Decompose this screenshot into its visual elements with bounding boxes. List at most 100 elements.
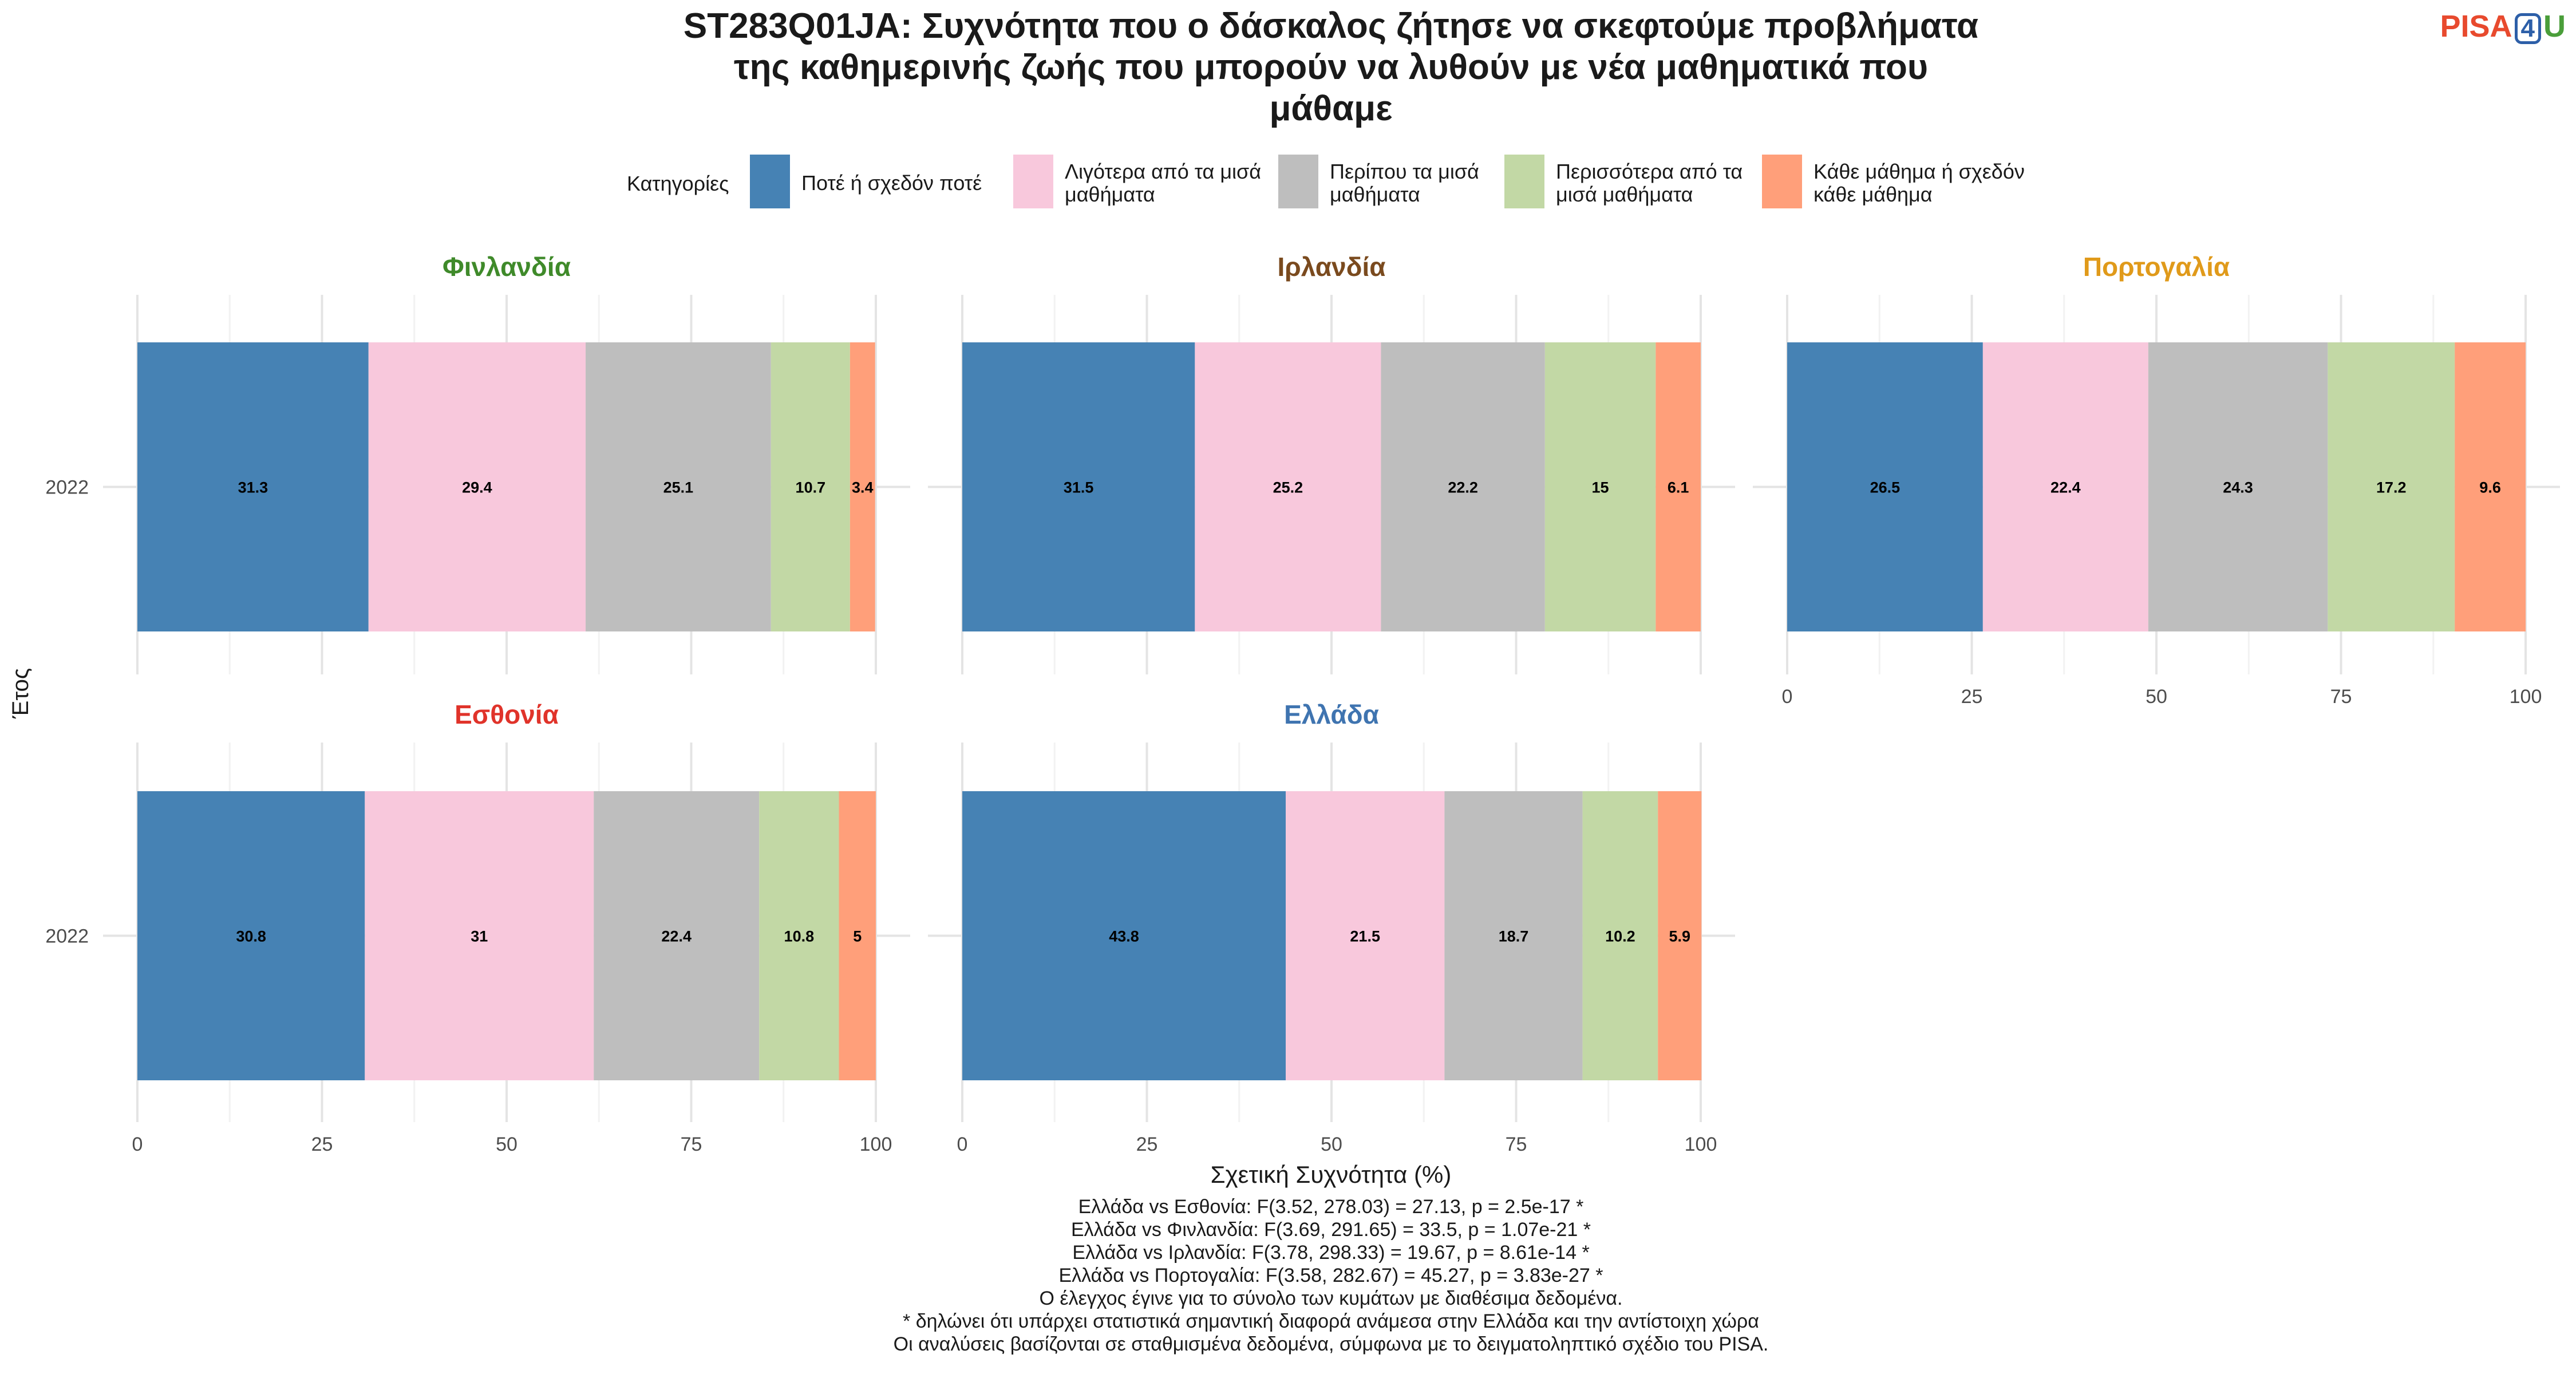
facet-5-x-tick-label-1: 0 <box>957 1134 968 1155</box>
legend-title: Κατηγορίες <box>627 172 729 195</box>
facet-1-data-label-1: 31.3 <box>238 479 268 496</box>
facet-5-data-label-1: 43.8 <box>1109 928 1139 945</box>
footnote-line-5: Ο έλεγχος έγινε για το σύνολο των κυμάτω… <box>1039 1288 1623 1309</box>
facet-5-x-tick-label-5: 100 <box>1685 1134 1717 1155</box>
facet-5-bar-segment-3 <box>1444 791 1583 1080</box>
title-line-1: ST283Q01JA: Συχνότητα που ο δάσκαλος ζήτ… <box>683 6 1979 46</box>
legend-label-3-line-1: Περίπου τα μισά <box>1330 160 1479 183</box>
facet-4-data-label-3: 22.4 <box>661 928 692 945</box>
facet-3-data-label-1: 26.5 <box>1870 479 1901 496</box>
facet-title-1: Φινλανδία <box>442 252 571 282</box>
facet-3-data-label-2: 22.4 <box>2050 479 2081 496</box>
legend-swatch-4 <box>1504 155 1544 208</box>
facet-title-2: Ιρλανδία <box>1277 252 1385 282</box>
logo-text-u: U <box>2543 9 2566 44</box>
facet-5-bar-segment-1 <box>962 791 1286 1080</box>
facet-2-bar-segment-4 <box>1544 342 1656 631</box>
facet-1-y-tick-label: 2022 <box>45 477 89 499</box>
facet-4-x-tick-label-5: 100 <box>860 1134 892 1155</box>
facet-1-data-label-4: 10.7 <box>796 479 826 496</box>
footnote-line-7: Οι αναλύσεις βασίζονται σε σταθμισμένα δ… <box>893 1333 1769 1355</box>
facet-2-data-label-4: 15 <box>1592 479 1609 496</box>
facet-5-data-label-3: 18.7 <box>1499 928 1529 945</box>
facet-5-bar-segment-4 <box>1582 791 1658 1080</box>
legend-label-4-line-2: μισά μαθήματα <box>1556 183 1693 206</box>
facet-2-data-label-3: 22.2 <box>1448 479 1478 496</box>
facet-4-y-tick-label: 2022 <box>45 926 89 947</box>
legend-label-4-line-1: Περισσότερα από τα <box>1556 160 1743 183</box>
title-line-2: της καθημερινής ζωής που μπορούν να λυθο… <box>734 48 1928 87</box>
facet-1-bar-segment-2 <box>368 342 586 631</box>
facet-3-data-label-3: 24.3 <box>2223 479 2253 496</box>
facet-2-data-label-1: 31.5 <box>1064 479 1094 496</box>
legend-label-2-line-2: μαθήματα <box>1065 183 1155 206</box>
footnote-line-1: Ελλάδα vs Εσθονία: F(3.52, 278.03) = 27.… <box>1078 1196 1584 1218</box>
facet-3-x-tick-label-4: 75 <box>2330 686 2352 708</box>
footnote-line-4: Ελλάδα vs Πορτογαλία: F(3.58, 282.67) = … <box>1058 1265 1603 1286</box>
legend-label-1: Ποτέ ή σχεδόν ποτέ <box>801 172 982 195</box>
facet-title-5: Ελλάδα <box>1284 700 1379 729</box>
facet-2-data-label-5: 6.1 <box>1668 479 1689 496</box>
facet-1-bar-segment-4 <box>771 342 850 631</box>
footnotes: Ελλάδα vs Εσθονία: F(3.52, 278.03) = 27.… <box>0 1195 2576 1356</box>
logo-text-4: 4 <box>2514 13 2541 44</box>
facet-3-data-label-5: 9.6 <box>2479 479 2501 496</box>
pisa4u-logo: PISA 4 U <box>2440 9 2566 44</box>
title-line-3: μάθαμε <box>1269 89 1393 128</box>
facet-title-4: Εσθονία <box>455 700 559 729</box>
facet-5-data-label-4: 10.2 <box>1605 928 1635 945</box>
logo-text-pisa: PISA <box>2440 9 2512 44</box>
legend-label-4: Περισσότερα από τα μισά μαθήματα <box>1556 160 1743 206</box>
facet-4-x-tick-label-4: 75 <box>681 1134 702 1155</box>
legend-label-1-line-1: Ποτέ ή σχεδόν ποτέ <box>801 171 982 195</box>
facet-5-data-label-5: 5.9 <box>1669 928 1690 945</box>
facet-3-x-tick-label-1: 0 <box>1782 686 1793 708</box>
legend-swatch-1 <box>750 155 790 208</box>
facet-4-bar-segment-5 <box>839 791 876 1080</box>
facet-5-bar-segment-5 <box>1658 791 1702 1080</box>
facet-5-x-tick-label-4: 75 <box>1506 1134 1527 1155</box>
facet-4-bar-segment-1 <box>137 791 365 1080</box>
facet-2-bar-segment-5 <box>1656 342 1701 631</box>
legend-label-5: Κάθε μάθημα ή σχεδόν κάθε μάθημα <box>1814 160 2025 206</box>
facet-5-bar-segment-2 <box>1286 791 1445 1080</box>
facet-3-x-tick-label-3: 50 <box>2146 686 2167 708</box>
x-axis-title: Σχετική Συχνότητα (%) <box>1210 1161 1452 1188</box>
facet-4-data-label-2: 31 <box>471 928 488 945</box>
legend-label-5-line-2: κάθε μάθημα <box>1814 183 1933 206</box>
legend-swatch-2 <box>1013 155 1053 208</box>
facet-3-bar-segment-2 <box>1982 342 2148 631</box>
footnote-line-6: * δηλώνει ότι υπάρχει στατιστικά σημαντι… <box>903 1310 1759 1332</box>
facet-3-bar-segment-3 <box>2148 342 2328 631</box>
facet-2-data-label-2: 25.2 <box>1273 479 1303 496</box>
y-axis-title: Έτος <box>8 668 33 718</box>
facet-4-data-label-1: 30.8 <box>236 928 266 945</box>
facet-4-x-tick-label-3: 50 <box>496 1134 517 1155</box>
legend-label-3: Περίπου τα μισά μαθήματα <box>1330 160 1479 206</box>
facet-1-bar-segment-3 <box>586 342 771 631</box>
facet-4-bar-segment-4 <box>759 791 839 1080</box>
facet-3-bar-segment-4 <box>2328 342 2455 631</box>
facet-3-x-tick-label-5: 100 <box>2510 686 2542 708</box>
facet-5-data-label-2: 21.5 <box>1350 928 1380 945</box>
facet-3-bar-segment-5 <box>2455 342 2526 631</box>
legend-label-2-line-1: Λιγότερα από τα μισά <box>1065 160 1262 183</box>
facet-4-x-tick-label-1: 0 <box>132 1134 143 1155</box>
legend-label-3-line-2: μαθήματα <box>1330 183 1420 206</box>
legend-swatch-3 <box>1278 155 1318 208</box>
facet-2-bar-segment-2 <box>1195 342 1381 631</box>
facet-5-x-tick-label-2: 25 <box>1136 1134 1158 1155</box>
facet-3-data-label-4: 17.2 <box>2376 479 2407 496</box>
facet-5-x-tick-label-3: 50 <box>1321 1134 1342 1155</box>
legend-label-5-line-1: Κάθε μάθημα ή σχεδόν <box>1814 160 2025 183</box>
facet-1-data-label-5: 3.4 <box>852 479 874 496</box>
facet-1-bar-segment-5 <box>850 342 875 631</box>
facet-title-3: Πορτογαλία <box>2083 252 2230 282</box>
facet-3-x-tick-label-2: 25 <box>1961 686 1983 708</box>
legend-swatch-5 <box>1762 155 1802 208</box>
facet-4-data-label-5: 5 <box>853 928 862 945</box>
facet-1-data-label-3: 25.1 <box>663 479 694 496</box>
facet-2-bar-segment-3 <box>1381 342 1545 631</box>
facet-3-bar-segment-1 <box>1787 342 1983 631</box>
